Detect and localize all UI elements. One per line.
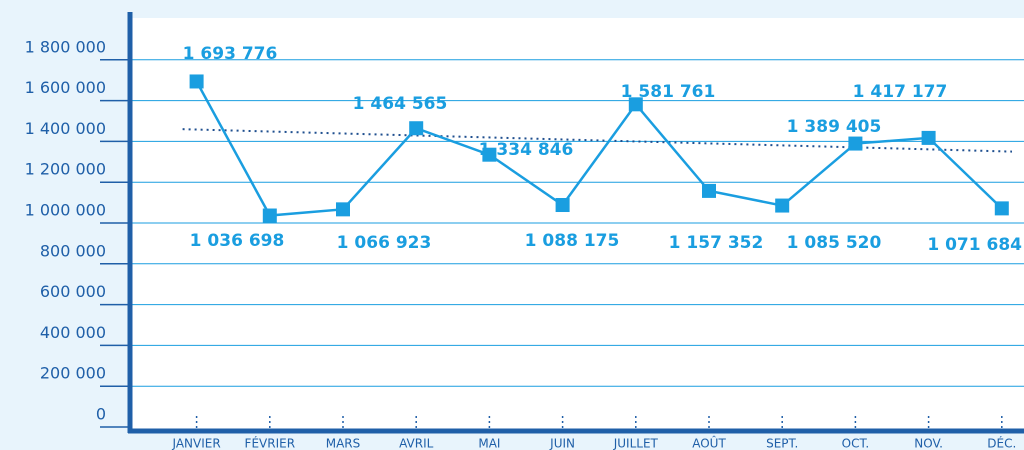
data-label: 1 036 698 [190, 231, 285, 251]
marker [555, 198, 570, 213]
y-tick-label: 1 000 000 [25, 201, 106, 220]
marker [848, 136, 863, 151]
data-label: 1 071 684 [927, 235, 1022, 255]
data-label: 1 088 175 [525, 231, 620, 251]
marker [409, 121, 424, 136]
marker [336, 202, 350, 217]
marker [994, 201, 1009, 216]
x-tick-label: OCT. [842, 437, 870, 450]
y-tick-label: 1 800 000 [25, 37, 106, 56]
x-tick-label: JANVIER [172, 437, 221, 450]
data-label: 1 693 776 [183, 44, 278, 64]
x-tick-label: FÉVRIER [245, 436, 296, 450]
x-tick-label: AVRIL [399, 437, 434, 450]
y-tick-label: 400 000 [40, 323, 106, 342]
x-tick-label: DÉC. [987, 436, 1016, 450]
line [195, 80, 1003, 217]
data-label: 1 066 923 [337, 233, 432, 253]
marker [921, 130, 936, 145]
y-tick-label: 0 [96, 405, 106, 424]
trendline [182, 128, 1013, 153]
marker [702, 183, 716, 198]
x-tick-label: MARS [326, 437, 361, 450]
data-label: 1 389 405 [787, 117, 882, 137]
x-tick-label: AOÛT [692, 436, 726, 450]
marker [775, 198, 790, 213]
x-tick-label: SEPT. [766, 437, 798, 450]
y-tick-label: 200 000 [40, 364, 106, 383]
marker [482, 147, 497, 162]
data-label: 1 417 177 [853, 82, 948, 102]
y-tick-label: 1 200 000 [25, 160, 106, 179]
x-tick-label: JUIN [549, 437, 575, 450]
marker [262, 208, 277, 223]
data-label: 1 157 352 [669, 233, 764, 253]
data-label: 1 085 520 [787, 233, 882, 253]
data-label: 1 334 846 [479, 140, 574, 160]
y-tick-label: 600 000 [40, 282, 106, 301]
x-tick-label: JUILLET [613, 437, 659, 450]
data-label: 1 581 761 [621, 82, 716, 102]
y-tick-label: 1 400 000 [25, 119, 106, 138]
marker [628, 97, 643, 112]
x-tick-label: NOV. [914, 437, 943, 450]
marker [189, 74, 204, 89]
x-tick-label: MAI [478, 437, 500, 450]
data-label: 1 464 565 [353, 94, 448, 114]
plot-area [130, 18, 1024, 430]
y-tick-label: 800 000 [40, 241, 106, 260]
y-tick-label: 1 600 000 [25, 78, 106, 97]
